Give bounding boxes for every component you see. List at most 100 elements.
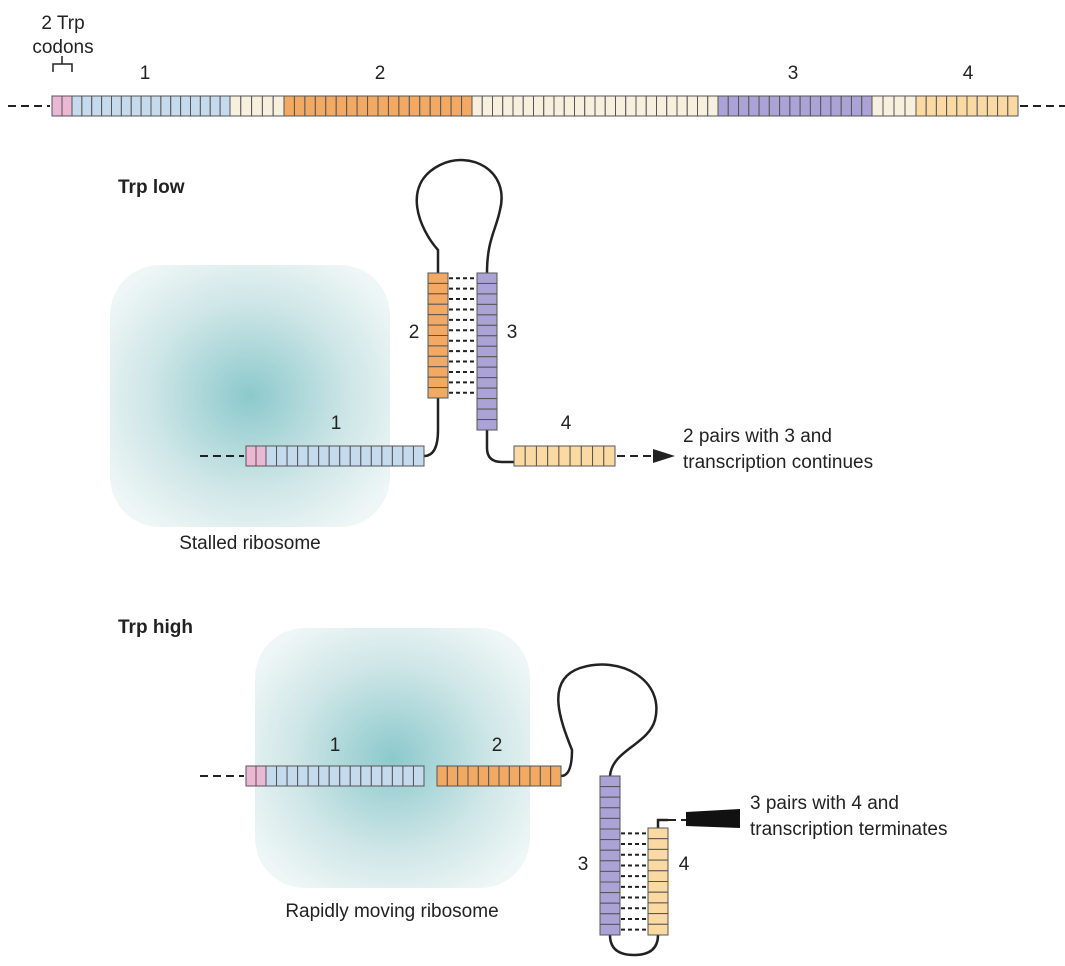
- segment-label: 1: [331, 413, 342, 434]
- codon-cell: [647, 891, 669, 904]
- codon-cell: [476, 314, 498, 326]
- codon-cell: [265, 765, 278, 787]
- codon-cell: [240, 95, 253, 117]
- codon-cell: [599, 807, 621, 819]
- codon-cell: [539, 765, 552, 787]
- codon-cell: [809, 95, 822, 117]
- codon-cell: [476, 419, 498, 431]
- codon-cell: [408, 95, 421, 117]
- codon-cell: [120, 95, 132, 117]
- codon-cell: [547, 445, 560, 467]
- codon-cell: [707, 95, 719, 117]
- panel-title: Trp low: [118, 177, 185, 198]
- codon-cell: [377, 95, 389, 117]
- codon-label: 2 Trp: [41, 13, 84, 34]
- codon-cell: [535, 445, 549, 467]
- note: 2 pairs with 3 and: [683, 426, 832, 447]
- codon-cell: [686, 95, 698, 117]
- codon-cell: [599, 923, 621, 936]
- codon-cell: [101, 95, 112, 117]
- codon-cell: [513, 445, 526, 467]
- region-label: 1: [140, 63, 151, 84]
- codon-cell: [304, 95, 316, 117]
- codon-cell: [71, 95, 83, 117]
- codon-cell: [738, 95, 750, 117]
- codon-cell: [360, 765, 372, 787]
- codon-cell: [477, 765, 490, 787]
- codon-cell: [615, 95, 627, 117]
- codon-cell: [599, 775, 621, 788]
- codon-cell: [915, 95, 927, 117]
- codon-cell: [476, 366, 498, 379]
- codon-cell: [339, 445, 351, 467]
- codon-cell: [339, 765, 351, 787]
- codon-cell: [335, 95, 348, 117]
- codon-cell: [427, 293, 449, 305]
- codon-cell: [524, 445, 537, 467]
- codon-cell: [599, 870, 621, 883]
- codon-cell: [427, 345, 449, 357]
- codon-cell: [349, 765, 362, 787]
- codon-cell: [419, 95, 431, 117]
- codon-cell: [799, 95, 811, 117]
- codon-cell: [199, 95, 211, 117]
- codon-cell: [467, 765, 479, 787]
- codon-cell: [476, 345, 498, 358]
- codon-cell: [697, 95, 709, 117]
- codon-cell: [656, 95, 668, 117]
- codon-cell: [871, 95, 884, 117]
- codon-cell: [427, 303, 449, 316]
- codon-cell: [946, 95, 958, 117]
- codon-cell: [251, 95, 263, 117]
- codon-cell: [882, 95, 895, 117]
- codon-cell: [599, 828, 621, 841]
- codon-cell: [170, 95, 182, 117]
- codon-cell: [502, 95, 514, 117]
- codon-cell: [150, 95, 162, 117]
- codon-cell: [717, 95, 729, 117]
- strand: [423, 398, 440, 458]
- codon-cell: [476, 293, 498, 305]
- codon-cell: [328, 765, 341, 787]
- codon-cell: [727, 95, 740, 117]
- codon-cell: [360, 445, 372, 467]
- codon-cell: [476, 272, 498, 284]
- loop: [608, 934, 660, 957]
- codon-cell: [550, 765, 562, 787]
- codon-cell: [789, 95, 801, 117]
- codon-cell: [635, 95, 647, 117]
- codon-cell: [307, 765, 320, 787]
- codon-cell: [370, 765, 383, 787]
- codon-cell: [286, 765, 299, 787]
- codon-cell: [592, 445, 605, 467]
- codon-cell: [599, 860, 621, 872]
- codon-cell: [180, 95, 191, 117]
- codon-cell: [427, 272, 449, 284]
- codon-cell: [446, 765, 459, 787]
- codon-cell: [768, 95, 781, 117]
- region-label: 2: [375, 63, 386, 84]
- codon-cell: [130, 95, 142, 117]
- codon-cell: [471, 95, 483, 117]
- codon-cell: [666, 95, 678, 117]
- codon-cell: [580, 445, 594, 467]
- codon-bracket: [52, 56, 73, 72]
- codon-cell: [297, 765, 309, 787]
- codon-cell: [748, 95, 760, 117]
- codon-cell: [255, 445, 267, 467]
- codon-cell: [61, 95, 73, 117]
- arrowhead: [653, 449, 675, 463]
- note: transcription continues: [683, 452, 873, 473]
- codon-cell: [558, 445, 571, 467]
- codon-cell: [476, 398, 498, 410]
- codon-cell: [381, 445, 393, 467]
- codon-cell: [488, 765, 500, 787]
- codon-cell: [261, 95, 274, 117]
- codon-cell: [647, 848, 669, 861]
- codon-cell: [840, 95, 852, 117]
- codon-cell: [398, 95, 410, 117]
- codon-cell: [599, 913, 621, 925]
- codon-cell: [893, 95, 906, 117]
- codon-cell: [604, 95, 616, 117]
